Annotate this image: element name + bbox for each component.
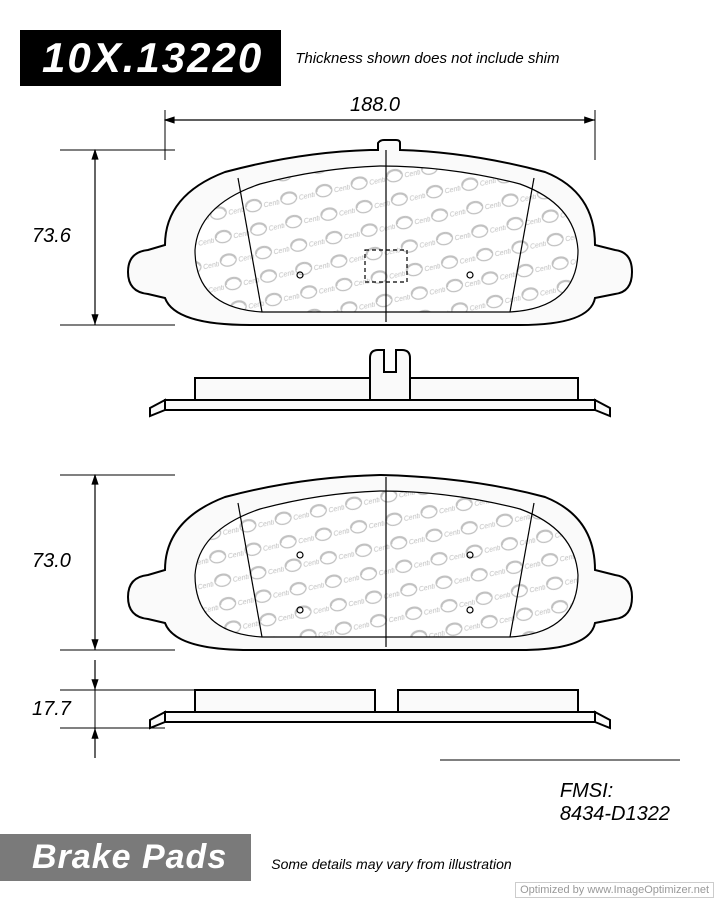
fmsi-value: 8434-D1322: [560, 803, 670, 826]
pad-bottom: [128, 475, 632, 650]
dimension-height-top: [60, 150, 175, 325]
header-bar: 10X.13220 Thickness shown does not inclu…: [20, 30, 560, 86]
dimension-thickness: [60, 660, 195, 758]
footer-bar: Brake Pads Some details may vary from il…: [0, 834, 720, 880]
side-view: [150, 690, 610, 728]
footer-title: Brake Pads: [0, 834, 251, 881]
dimension-height-bottom: [60, 475, 175, 650]
fmsi-block: FMSI: 8434-D1322: [560, 780, 670, 826]
pad-top: [128, 140, 632, 325]
footer-note: Some details may vary from illustration: [271, 842, 511, 872]
edge-view: [150, 350, 610, 416]
dim-width-label: 188.0: [350, 94, 400, 117]
dim-height-bottom-label: 73.0: [32, 550, 71, 573]
technical-drawing: Centric: [0, 100, 720, 820]
fmsi-label: FMSI:: [560, 780, 670, 803]
dim-height-top-label: 73.6: [32, 225, 71, 248]
watermark: Optimized by www.ImageOptimizer.net: [515, 882, 714, 898]
part-number: 10X.13220: [20, 30, 281, 86]
shim-note: Thickness shown does not include shim: [295, 50, 559, 67]
dim-thickness-label: 17.7: [32, 698, 71, 721]
